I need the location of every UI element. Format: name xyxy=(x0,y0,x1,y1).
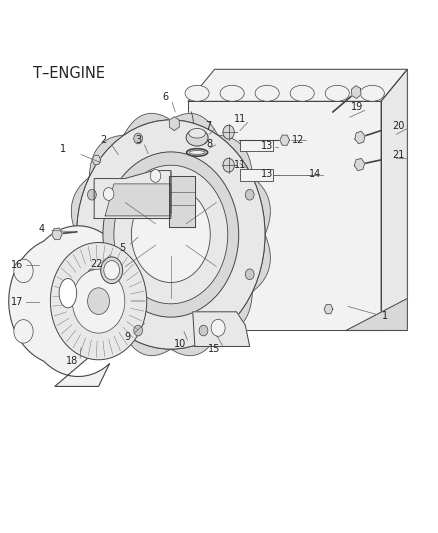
Polygon shape xyxy=(193,312,250,346)
Text: 3: 3 xyxy=(135,135,141,145)
Text: 5: 5 xyxy=(120,244,126,253)
Polygon shape xyxy=(94,171,171,219)
Polygon shape xyxy=(9,226,130,386)
Ellipse shape xyxy=(255,85,279,101)
Ellipse shape xyxy=(59,278,77,308)
Circle shape xyxy=(72,269,125,333)
Text: 15: 15 xyxy=(208,344,221,354)
Text: 21: 21 xyxy=(392,150,405,159)
Polygon shape xyxy=(346,298,407,330)
Bar xyxy=(240,140,273,151)
Text: 12: 12 xyxy=(292,135,304,145)
Ellipse shape xyxy=(360,85,385,101)
Polygon shape xyxy=(355,131,365,144)
Text: 7: 7 xyxy=(205,121,211,131)
Ellipse shape xyxy=(189,151,205,155)
Text: 2: 2 xyxy=(100,135,106,145)
Circle shape xyxy=(88,269,96,280)
Circle shape xyxy=(211,319,225,336)
Ellipse shape xyxy=(325,85,350,101)
Circle shape xyxy=(114,165,228,304)
Text: 20: 20 xyxy=(392,121,405,131)
Text: 16: 16 xyxy=(11,260,23,270)
Ellipse shape xyxy=(220,85,244,101)
Polygon shape xyxy=(381,69,407,330)
Text: 17: 17 xyxy=(11,297,23,306)
Text: 1: 1 xyxy=(382,311,389,320)
Circle shape xyxy=(223,158,234,172)
Text: 13: 13 xyxy=(261,141,273,151)
Text: T–ENGINE: T–ENGINE xyxy=(33,66,105,81)
Circle shape xyxy=(88,288,110,314)
Circle shape xyxy=(77,120,265,349)
Polygon shape xyxy=(324,304,333,314)
Circle shape xyxy=(14,259,33,282)
Text: 14: 14 xyxy=(309,169,321,179)
Circle shape xyxy=(103,152,239,317)
Text: 4: 4 xyxy=(39,224,45,234)
Circle shape xyxy=(223,125,234,139)
Ellipse shape xyxy=(189,128,205,138)
Text: 11: 11 xyxy=(234,160,246,170)
Circle shape xyxy=(199,133,208,144)
Text: 8: 8 xyxy=(206,139,212,149)
Circle shape xyxy=(134,133,142,144)
Polygon shape xyxy=(351,86,361,99)
Text: 18: 18 xyxy=(66,357,78,366)
Ellipse shape xyxy=(290,85,314,101)
Circle shape xyxy=(134,325,142,336)
Polygon shape xyxy=(169,176,195,227)
Circle shape xyxy=(199,325,208,336)
Circle shape xyxy=(101,257,123,284)
Text: 13: 13 xyxy=(261,169,273,179)
Text: 19: 19 xyxy=(351,102,363,111)
Circle shape xyxy=(150,169,161,182)
Polygon shape xyxy=(170,117,179,131)
Circle shape xyxy=(245,189,254,200)
Circle shape xyxy=(88,189,96,200)
Ellipse shape xyxy=(185,85,209,101)
Polygon shape xyxy=(71,114,270,356)
Polygon shape xyxy=(280,135,290,146)
Text: 10: 10 xyxy=(173,339,186,349)
Polygon shape xyxy=(215,69,407,298)
Text: 22: 22 xyxy=(90,260,102,269)
Polygon shape xyxy=(92,155,101,165)
Polygon shape xyxy=(188,101,381,330)
Text: 11: 11 xyxy=(234,115,246,124)
Polygon shape xyxy=(105,184,171,216)
Circle shape xyxy=(131,187,210,282)
Circle shape xyxy=(103,188,114,200)
Circle shape xyxy=(77,120,265,349)
Polygon shape xyxy=(354,158,365,171)
Polygon shape xyxy=(188,69,407,101)
Circle shape xyxy=(245,269,254,280)
Polygon shape xyxy=(52,228,62,240)
Text: 6: 6 xyxy=(162,92,169,102)
Circle shape xyxy=(104,261,120,280)
Text: 9: 9 xyxy=(124,332,130,342)
Bar xyxy=(240,169,273,181)
Text: 1: 1 xyxy=(60,144,67,154)
Ellipse shape xyxy=(186,129,208,146)
Circle shape xyxy=(50,243,147,360)
Circle shape xyxy=(14,320,33,343)
